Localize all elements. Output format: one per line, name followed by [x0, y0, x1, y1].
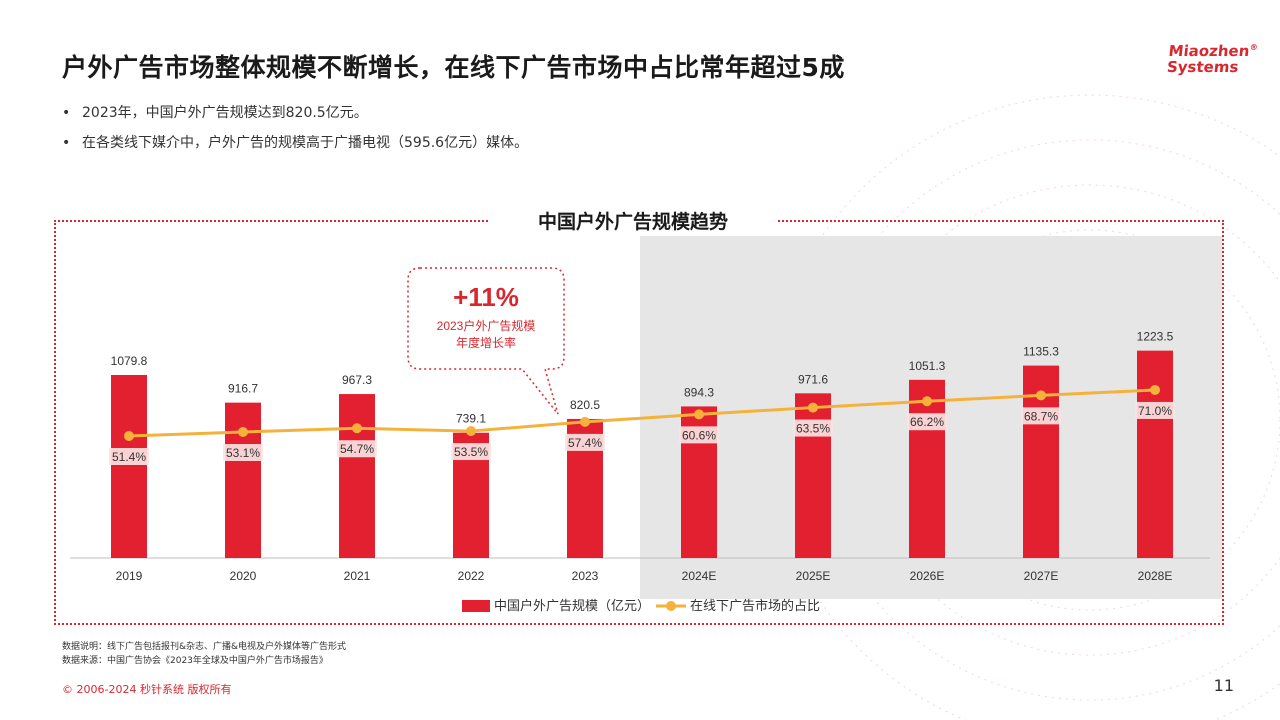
x-tick-label: 2023	[572, 569, 599, 583]
growth-callout-bubble	[407, 267, 565, 415]
bullet-item: 在各类线下媒介中，户外广告的规模高于广播电视（595.6亿元）媒体。	[62, 128, 528, 158]
line-value-label-bg	[223, 444, 263, 462]
x-tick-label: 2020	[230, 569, 257, 583]
bar-value-label: 894.3	[684, 385, 714, 399]
bar-value-label: 971.6	[798, 372, 828, 386]
data-source: 数据来源：中国广告协会《2023年全球及中国户外广告市场报告》	[62, 656, 328, 666]
line-point	[1150, 384, 1160, 395]
growth-rate-value: +11%	[453, 282, 519, 312]
line-value-label: 60.6%	[682, 428, 716, 442]
x-tick-label: 2021	[344, 569, 371, 583]
line-value-label: 66.2%	[910, 415, 944, 429]
bar-value-label: 916.7	[228, 382, 258, 396]
bar-value-label: 820.5	[570, 398, 600, 412]
data-notes: 数据说明：线下广告包括报刊&杂志、广播&电视及户外媒体等广告形式 数据来源：中国…	[62, 640, 346, 668]
x-tick-label: 2027E	[1024, 569, 1059, 583]
line-value-label-bg	[1021, 407, 1061, 425]
bar-value-label: 1135.3	[1023, 345, 1059, 359]
line-value-label-bg	[1135, 401, 1175, 419]
bar-value-label: 1051.3	[909, 359, 946, 373]
line-value-label: 63.5%	[796, 422, 830, 436]
line-value-label-bg	[451, 443, 491, 461]
legend-swatch-point	[666, 601, 676, 611]
line-value-label-bg	[337, 440, 377, 458]
bar-value-label: 967.3	[342, 373, 372, 387]
data-explanation: 数据说明：线下广告包括报刊&杂志、广播&电视及户外媒体等广告形式	[62, 642, 347, 652]
line-point	[238, 427, 248, 438]
line-value-label: 51.4%	[112, 450, 146, 464]
line-point	[922, 396, 932, 407]
x-tick-label: 2025E	[796, 569, 831, 583]
summary-bullets: 2023年，中国户外广告规模达到820.5亿元。 在各类线下媒介中，户外广告的规…	[62, 98, 528, 158]
line-value-label: 54.7%	[340, 442, 374, 456]
bar	[339, 394, 375, 558]
copyright: © 2006-2024 秒针系统 版权所有	[62, 683, 232, 696]
x-tick-label: 2022	[458, 569, 485, 583]
line-value-label-bg	[109, 448, 149, 465]
chart-title: 中国户外广告规模趋势	[490, 208, 776, 236]
bar-value-label: 739.1	[456, 412, 486, 426]
line-point	[124, 431, 134, 441]
x-tick-label: 2019	[116, 569, 143, 583]
bar	[1137, 350, 1173, 558]
legend-label-bar: 中国户外广告规模（亿元）	[494, 598, 650, 613]
line-point	[580, 416, 590, 427]
line-value-label-bg	[907, 413, 947, 431]
x-tick-label: 2026E	[910, 569, 945, 583]
line-value-label-bg	[679, 426, 719, 444]
line-point	[466, 426, 476, 437]
page-number: 11	[1213, 676, 1234, 695]
line-value-label: 53.1%	[226, 446, 260, 460]
growth-rate-caption: 年度增长率	[456, 335, 516, 350]
line-value-label: 57.4%	[568, 436, 602, 450]
bullet-item: 2023年，中国户外广告规模达到820.5亿元。	[62, 98, 528, 128]
line-value-label: 71.0%	[1138, 404, 1172, 418]
line-value-label-bg	[793, 419, 833, 437]
page-title: 户外广告市场整体规模不断增长，在线下广告市场中占比常年超过5成	[62, 53, 845, 82]
line-value-label: 53.5%	[454, 445, 488, 459]
line-value-label-bg	[565, 433, 605, 451]
line-series	[128, 388, 1156, 438]
bar-value-label: 1223.5	[1137, 330, 1174, 344]
x-tick-label: 2024E	[682, 569, 717, 583]
line-point	[694, 409, 704, 420]
line-point	[1036, 390, 1046, 401]
line-point	[352, 423, 362, 434]
bar	[795, 393, 831, 558]
legend-swatch-bar	[462, 600, 490, 612]
growth-rate-caption: 2023户外广告规模	[437, 318, 536, 333]
line-point	[808, 402, 818, 413]
legend-label-line: 在线下广告市场的占比	[690, 598, 820, 613]
bar	[111, 375, 147, 558]
line-value-label: 68.7%	[1024, 409, 1058, 423]
bar-value-label: 1079.8	[111, 354, 148, 368]
bar	[909, 379, 945, 558]
bar	[225, 402, 261, 558]
x-tick-label: 2028E	[1138, 569, 1173, 583]
